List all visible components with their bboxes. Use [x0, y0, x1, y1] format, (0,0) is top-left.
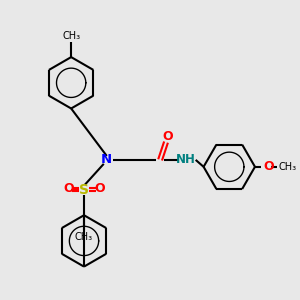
Text: S: S	[79, 182, 89, 197]
Text: O: O	[63, 182, 74, 195]
Text: O: O	[263, 160, 274, 173]
Text: O: O	[94, 182, 105, 195]
Text: CH₃: CH₃	[279, 162, 297, 172]
Text: CH₃: CH₃	[75, 232, 93, 242]
Text: N: N	[101, 153, 112, 167]
Text: NH: NH	[176, 153, 196, 167]
Text: CH₃: CH₃	[62, 31, 80, 41]
Text: O: O	[163, 130, 173, 143]
